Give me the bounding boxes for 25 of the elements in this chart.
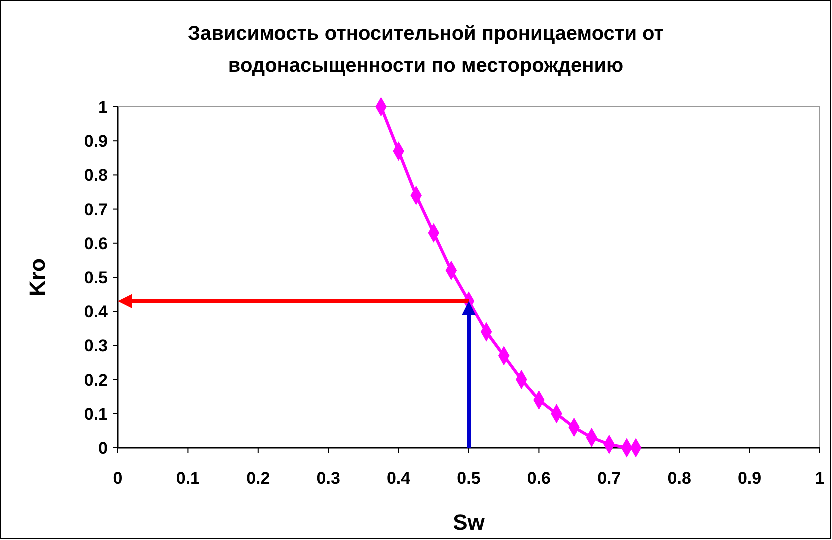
y-tick-label: 0 <box>98 438 108 458</box>
x-tick-label: 0.1 <box>176 469 200 488</box>
x-tick-label: 0.6 <box>527 469 552 488</box>
x-tick-label: 0.7 <box>598 469 622 488</box>
y-tick-label: 0.3 <box>84 336 108 356</box>
x-tick-label: 0 <box>113 469 123 488</box>
x-axis-title: Sw <box>453 510 486 535</box>
x-tick-label: 0.4 <box>386 469 412 488</box>
chart-title: Зависимость относительной проницаемости от водонасыщенности по месторождению <box>188 23 664 77</box>
x-tick-label: 1 <box>815 469 825 488</box>
y-tick-label: 0.2 <box>84 370 108 390</box>
x-tick-label: 0.2 <box>246 469 270 488</box>
y-tick-label: 1 <box>98 98 108 117</box>
x-tick-label: 0.5 <box>457 469 481 488</box>
x-tick-label: 0.8 <box>668 469 692 488</box>
y-tick-label: 0.6 <box>84 234 108 254</box>
x-tick-label: 0.9 <box>738 469 762 488</box>
x-tick-label: 0.3 <box>316 469 340 488</box>
y-tick-label: 0.5 <box>84 268 108 288</box>
y-tick-label: 0.7 <box>84 200 108 220</box>
y-tick-label: 0.8 <box>84 166 108 186</box>
y-tick-label: 0.4 <box>84 302 109 322</box>
y-tick-label: 0.9 <box>84 132 108 152</box>
y-axis-title: Kro <box>25 258 50 296</box>
y-tick-label: 0.1 <box>84 404 108 424</box>
